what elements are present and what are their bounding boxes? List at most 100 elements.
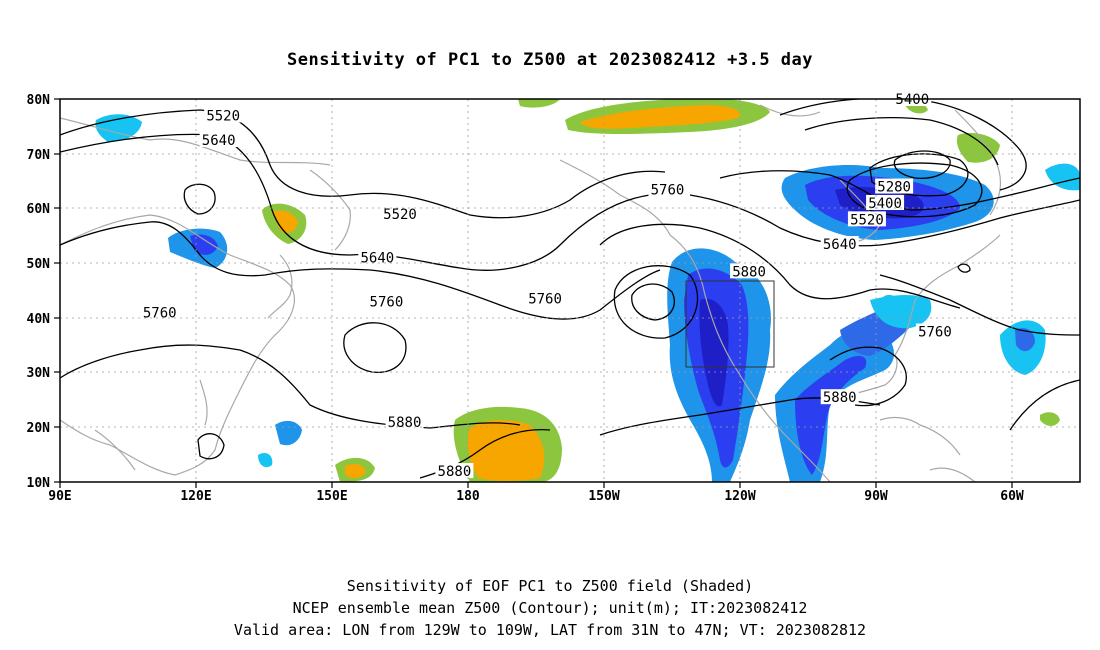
contour-label: 5760 [915, 323, 954, 341]
lon-label: 180 [456, 489, 480, 504]
contour-label-bg [730, 263, 769, 279]
contour-5880-west [60, 344, 521, 429]
caption-line-contour: NCEP ensemble mean Z500 (Contour); unit(… [292, 599, 808, 617]
contour-low-core [893, 150, 951, 179]
contour-label-text: 5520 [206, 108, 240, 124]
figure-title: Sensitivity of PC1 to Z500 at 2023082412… [286, 50, 813, 70]
contour-north-east-2 [804, 117, 999, 166]
contour-label: 5880 [820, 389, 859, 406]
contour-high-asia [183, 183, 216, 215]
shade-pos-arctic-core [580, 105, 741, 129]
caption-block: Sensitivity of EOF PC1 to Z500 field (Sh… [0, 575, 1100, 641]
contour-label-text: 5400 [868, 196, 902, 212]
coast-asia [60, 214, 295, 476]
contour-label: 5640 [358, 249, 397, 267]
contour-label: 5400 [866, 194, 905, 212]
contour-atlantic-high [1009, 379, 1080, 431]
contour-label-text: 5280 [877, 180, 911, 196]
contour-label-text: 5640 [202, 133, 236, 149]
contour-label: 5760 [526, 290, 565, 308]
contour-high-philippines [197, 433, 225, 460]
valid-area-box [685, 280, 775, 368]
coast-south-america [929, 467, 976, 482]
shade-pos-central-pacific-core [467, 420, 545, 481]
coast-north-america-west [669, 234, 831, 482]
contour-label: 5520 [847, 211, 886, 228]
lat-label: 30N [27, 366, 51, 381]
map-frame [59, 98, 1081, 483]
lon-label: 90E [48, 489, 71, 504]
contour-5520-west [60, 109, 666, 219]
contour-label-bg [140, 304, 179, 320]
contour-label-text: 5760 [651, 182, 685, 198]
contour-label-text: 5760 [143, 305, 177, 321]
coast-kamchatka [309, 169, 351, 251]
valid-area-rect [685, 280, 775, 368]
contour-label: 5760 [140, 304, 179, 321]
lon-labels: 90E 120E 150E 180 150W 120W 90W 60W [48, 489, 1024, 504]
shaded-sensitivity-layer [95, 99, 1080, 482]
contour-small-east [957, 263, 971, 273]
coast-north-america-east [894, 234, 1001, 356]
lat-label: 10N [27, 476, 51, 491]
contour-5880-gulf [829, 346, 907, 407]
lon-label: 150W [588, 489, 619, 504]
contour-label: 5520 [381, 205, 419, 223]
lat-label: 50N [27, 257, 51, 272]
contour-east-5760 [879, 274, 1080, 336]
contour-5400-low [846, 162, 983, 218]
contour-label-bg [381, 205, 419, 221]
lon-ticks [59, 482, 1013, 488]
shade-pos-pacific-sw-core [345, 464, 366, 479]
lat-label: 40N [27, 312, 51, 327]
contour-high-west-us [631, 283, 675, 321]
contour-label-bg [875, 178, 914, 194]
shade-pos-atlantic [1040, 412, 1060, 426]
contour-label-bg [820, 235, 859, 251]
coast-arctic-islands [759, 104, 821, 117]
contour-label: 5640 [820, 235, 859, 253]
contour-label: 5880 [730, 263, 769, 280]
lon-label: 90W [864, 489, 888, 504]
lon-label: 150E [316, 489, 347, 504]
contour-label-text: 5520 [850, 212, 884, 228]
lat-label: 70N [27, 148, 51, 163]
coast-alaska [559, 159, 671, 236]
contour-label-text: 5640 [360, 251, 394, 267]
lon-label: 120E [180, 489, 211, 504]
shade-blob-atl-east [880, 294, 898, 307]
contour-label-bg [915, 323, 954, 339]
contour-label: 5880 [385, 413, 424, 431]
lat-label: 20N [27, 421, 51, 436]
lat-ticks [54, 98, 60, 483]
contour-label: 5640 [199, 132, 238, 149]
contour-label-text: 5880 [823, 390, 857, 406]
contour-5760-west [60, 221, 661, 320]
contour-label-text: 5640 [823, 237, 857, 253]
contour-label-bg [847, 211, 886, 227]
shade-blob-pacific-south-2 [258, 453, 273, 468]
map-panel: 5520 5640 5520 5640 5760 5760 5760 5760 5880 5880… [27, 91, 1081, 504]
contour-label: 5880 [435, 463, 474, 480]
contour-label-text: 5880 [388, 415, 422, 431]
shade-pos-greenland [956, 132, 1000, 163]
lat-label: 80N [27, 93, 51, 108]
contour-label-text: 5400 [895, 92, 929, 108]
contour-layer [60, 99, 1080, 479]
contour-label: 5760 [367, 293, 406, 310]
contour-label-bg [648, 181, 687, 197]
contour-label-text: 5760 [370, 294, 404, 310]
contour-label: 5280 [875, 178, 914, 196]
lon-label: 60W [1000, 489, 1024, 504]
contour-label: 5520 [204, 107, 243, 124]
coast-philippines [199, 379, 208, 426]
shade-blob-mexico-core [795, 355, 867, 475]
contour-label-bg [435, 463, 474, 479]
contour-5520-east [719, 170, 1080, 211]
contour-label-text: 5880 [438, 464, 472, 480]
contour-label-text: 5520 [383, 207, 417, 223]
contour-5760-central [599, 223, 961, 309]
shade-blob-north-pacific-core [190, 234, 218, 255]
contour-label-bg [358, 249, 397, 265]
contour-north-east [779, 99, 1027, 191]
